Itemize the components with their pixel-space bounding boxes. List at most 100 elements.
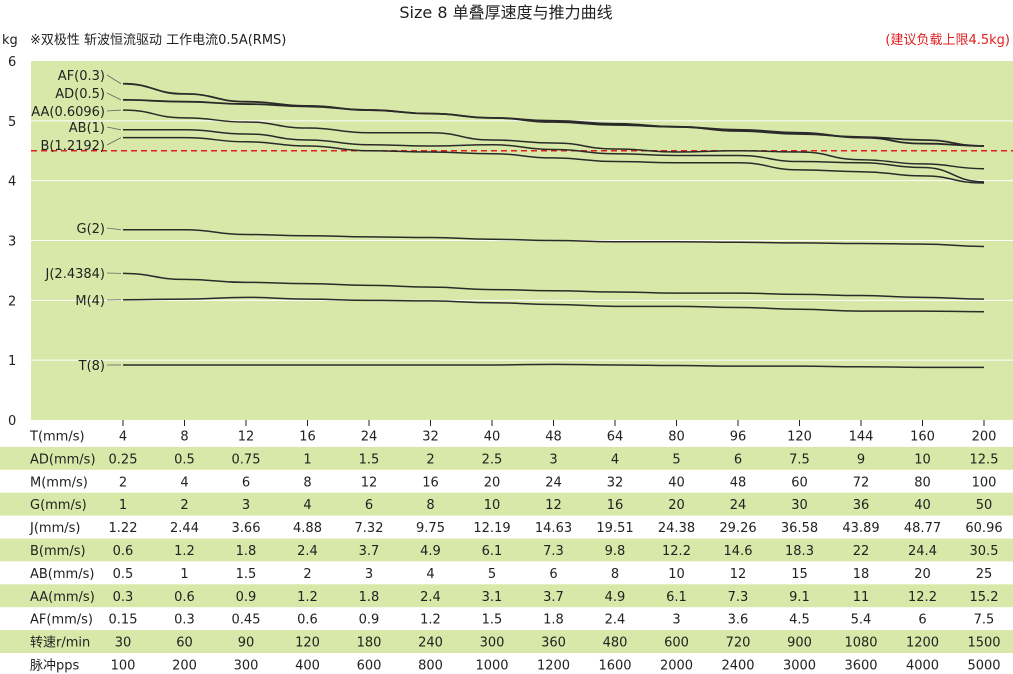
table-cell: 2.4 xyxy=(297,544,318,559)
table-cell: 4 xyxy=(180,475,188,490)
table-row-band xyxy=(0,538,1013,562)
table-cell: 1080 xyxy=(844,636,877,651)
table-cell: 11 xyxy=(853,590,870,605)
table-cell: 0.6 xyxy=(113,544,134,559)
chart-subtitle: ※双极性 斩波恒流驱动 工作电流0.5A(RMS) xyxy=(30,33,286,48)
table-cell: 120 xyxy=(787,429,812,444)
table-cell: 7.3 xyxy=(543,544,564,559)
series-lines xyxy=(122,82,985,369)
table-cell: 1 xyxy=(303,452,311,467)
table-cell: 2.44 xyxy=(170,521,199,536)
series-line xyxy=(122,136,985,184)
table-cell: 19.51 xyxy=(596,521,633,536)
table-cell: 600 xyxy=(664,636,689,651)
table-cell: 32 xyxy=(607,475,624,490)
table-cell: 32 xyxy=(422,429,439,444)
table-cell: 15.2 xyxy=(970,590,999,605)
table-cell: 24 xyxy=(545,475,562,490)
table-cell: 2.5 xyxy=(482,452,503,467)
table-cell: 9 xyxy=(857,452,865,467)
table-cell: 0.3 xyxy=(113,590,134,605)
table-cell: 480 xyxy=(603,636,628,651)
table-cell: 1.5 xyxy=(482,613,503,628)
table-row-label: 脉冲pps xyxy=(30,658,80,673)
series-label-leader xyxy=(106,109,122,112)
table-cell: 3 xyxy=(549,452,557,467)
chart-title: Size 8 单叠厚速度与推力曲线 xyxy=(399,3,612,22)
table-cell: 4.9 xyxy=(420,544,441,559)
series-label: B(1.2192) xyxy=(40,139,105,154)
table-row-label: AA(mm/s) xyxy=(30,590,95,605)
table-cell: 48.77 xyxy=(904,521,941,536)
table-cell: 20 xyxy=(484,475,501,490)
table-row-label: AD(mm/s) xyxy=(30,452,96,467)
table-row-label: 转速r/min xyxy=(30,636,90,651)
table-cell: 4.5 xyxy=(789,613,810,628)
table-cell: 7.32 xyxy=(355,521,384,536)
table-cell: 2 xyxy=(119,475,127,490)
table-cell: 24.38 xyxy=(658,521,695,536)
table-cell: 1.22 xyxy=(109,521,138,536)
table-cell: 24 xyxy=(361,429,378,444)
table-cell: 12.2 xyxy=(908,590,937,605)
table-cell: 0.75 xyxy=(232,452,261,467)
table-cell: 8 xyxy=(303,475,311,490)
table-cell: 400 xyxy=(295,658,320,673)
table-cell: 900 xyxy=(787,636,812,651)
table-cell: 100 xyxy=(111,658,136,673)
table-cell: 0.3 xyxy=(174,613,195,628)
table-cell: 4 xyxy=(303,498,311,513)
table-cell: 60 xyxy=(791,475,808,490)
table-cell: 0.6 xyxy=(297,613,318,628)
table-cell: 0.9 xyxy=(236,590,257,605)
series-label: AA(0.6096) xyxy=(31,105,105,120)
y-tick-label: 2 xyxy=(8,294,16,309)
table-cell: 1.5 xyxy=(236,567,257,582)
table-cell: 12 xyxy=(361,475,378,490)
table-cell: 4 xyxy=(119,429,127,444)
series-line xyxy=(122,109,985,170)
table-cell: 22 xyxy=(853,544,870,559)
table-row-label: AB(mm/s) xyxy=(30,567,94,582)
table-cell: 1.2 xyxy=(420,613,441,628)
table-cell: 100 xyxy=(972,475,997,490)
table-cell: 12.5 xyxy=(970,452,999,467)
table-cell: 90 xyxy=(238,636,255,651)
table-cell: 64 xyxy=(607,429,624,444)
table-cell: 7.5 xyxy=(789,452,810,467)
table-cell: 4 xyxy=(611,452,619,467)
table-cell: 12 xyxy=(545,498,562,513)
table-cell: 720 xyxy=(726,636,751,651)
table-cell: 36.58 xyxy=(781,521,818,536)
table-cell: 2 xyxy=(180,498,188,513)
series-label: AB(1) xyxy=(69,121,105,136)
table-row-band xyxy=(0,630,1013,653)
table-cell: 10 xyxy=(484,498,501,513)
table-cell: 4000 xyxy=(906,658,939,673)
table-row-label: J(mm/s) xyxy=(29,521,80,536)
table-cell: 7.3 xyxy=(728,590,749,605)
table-cell: 300 xyxy=(480,636,505,651)
table-cell: 6.1 xyxy=(482,544,503,559)
table-row-label: AF(mm/s) xyxy=(30,613,93,628)
table-cell: 1.2 xyxy=(297,590,318,605)
table-cell: 6 xyxy=(365,498,373,513)
series-line xyxy=(123,129,985,183)
y-tick-label: 1 xyxy=(8,354,16,369)
table-cell: 800 xyxy=(418,658,443,673)
table-row-band xyxy=(0,446,1013,470)
table-cell: 25 xyxy=(976,567,993,582)
x-axis-ticks xyxy=(122,420,985,426)
y-tick-label: 0 xyxy=(8,414,16,429)
table-cell: 3.6 xyxy=(728,613,749,628)
table-cell: 4.9 xyxy=(605,590,626,605)
table-cell: 0.5 xyxy=(113,567,134,582)
table-cell: 16 xyxy=(607,498,624,513)
table-cell: 36 xyxy=(853,498,870,513)
table-cell: 120 xyxy=(295,636,320,651)
table-cell: 12 xyxy=(730,567,747,582)
table-cell: 0.5 xyxy=(174,452,195,467)
series-line xyxy=(122,228,985,248)
series-label: M(4) xyxy=(75,294,105,309)
